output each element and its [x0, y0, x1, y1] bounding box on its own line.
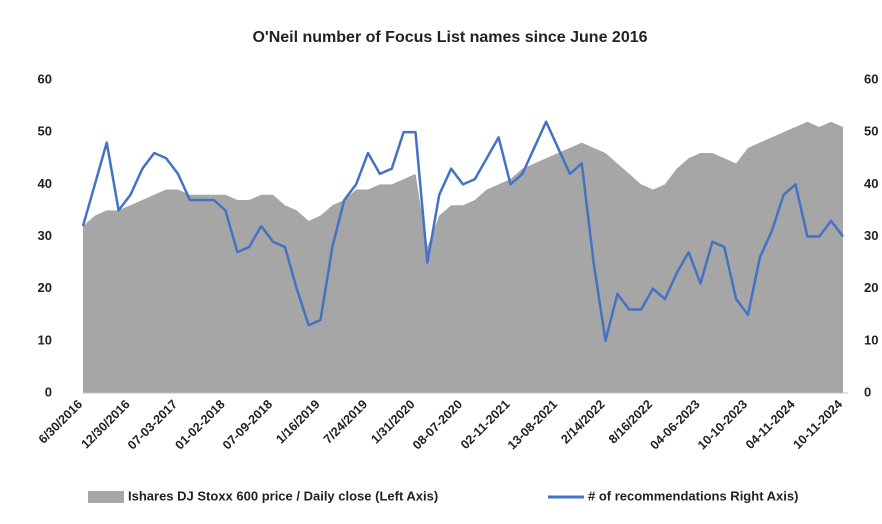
y-tick-label: 60 — [38, 71, 52, 86]
y2-tick-label: 10 — [864, 332, 878, 347]
y-tick-label: 20 — [38, 280, 52, 295]
y2-tick-label: 50 — [864, 124, 878, 139]
y-tick-label: 30 — [38, 228, 52, 243]
area — [83, 121, 843, 393]
y2-tick-label: 20 — [864, 280, 878, 295]
x-tick-label: 02-11-2021 — [458, 397, 513, 452]
line — [81, 120, 844, 343]
x-tick-label: 7/24/2019 — [321, 397, 370, 446]
y-tick-label: 10 — [38, 332, 52, 347]
y2-tick-label: 40 — [864, 176, 878, 191]
x-tick-label: 8/16/2022 — [606, 397, 655, 446]
x-tick-label: 07-09-2018 — [220, 397, 275, 452]
x-tick-label: 13-08-2021 — [505, 397, 560, 452]
legend-label: # of recommendations Right Axis) — [588, 488, 798, 503]
x-tick-label: 01-02-2018 — [173, 397, 228, 452]
x-tick-label: 07-03-2017 — [125, 397, 180, 452]
x-tick-label: 6/30/2016 — [36, 397, 85, 446]
legend-swatch — [88, 491, 124, 503]
x-tick-label: 1/31/2020 — [368, 397, 417, 446]
chart-title: O'Neil number of Focus List names since … — [252, 29, 647, 46]
y-tick-label: 0 — [45, 384, 52, 399]
x-tick-label: 1/16/2019 — [273, 397, 322, 446]
x-tick-label: 04-06-2023 — [648, 397, 703, 452]
x-tick-label: 04-11-2024 — [743, 397, 798, 452]
x-tick-label: 10-10-2023 — [695, 397, 750, 452]
x-tick-label: 2/14/2022 — [558, 397, 607, 446]
legend-label: Ishares DJ Stoxx 600 price / Daily close… — [128, 488, 438, 503]
y-tick-label: 50 — [38, 124, 52, 139]
y2-tick-label: 30 — [864, 228, 878, 243]
x-tick-label: 10-11-2024 — [790, 397, 845, 452]
y2-tick-label: 0 — [864, 384, 871, 399]
y2-tick-label: 60 — [864, 71, 878, 86]
x-tick-label: 08-07-2020 — [410, 397, 465, 452]
y-tick-label: 40 — [38, 176, 52, 191]
